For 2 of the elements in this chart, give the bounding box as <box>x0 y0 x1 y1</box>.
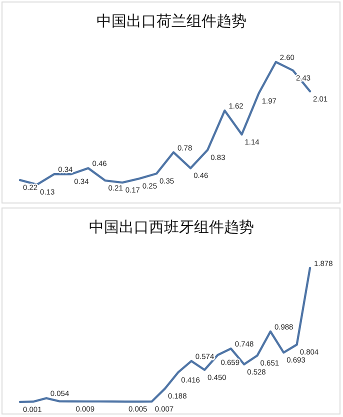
chart-title: 中国出口荷兰组件趋势 <box>96 13 246 30</box>
chart-title: 中国出口西班牙组件趋势 <box>89 219 254 236</box>
